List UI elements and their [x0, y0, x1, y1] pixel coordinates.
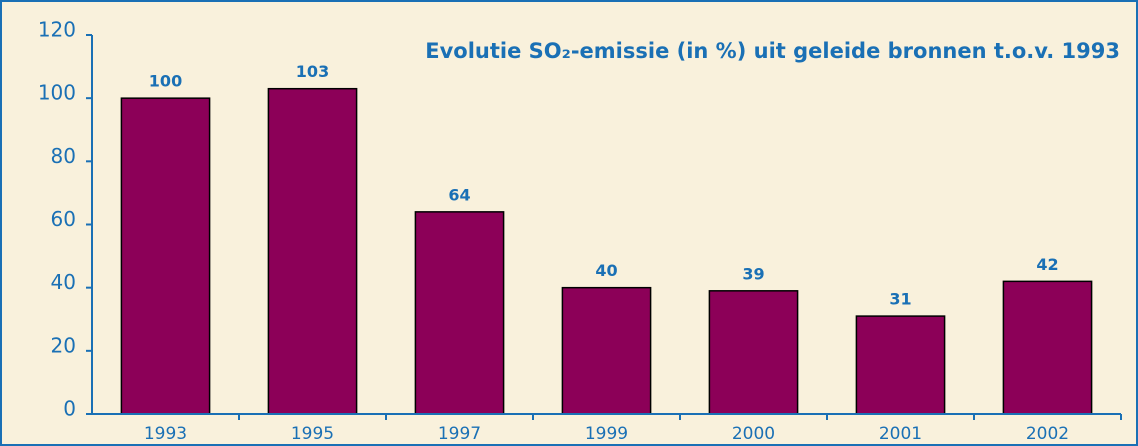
value-label: 40: [595, 261, 617, 280]
bar: [267, 87, 358, 415]
y-tick-label: 0: [63, 397, 76, 421]
x-tick-label: 2001: [879, 424, 922, 444]
bar: [414, 211, 505, 415]
value-label: 31: [889, 290, 911, 309]
bar: [708, 290, 799, 415]
bar: [120, 97, 211, 415]
chart-title: Evolutie SO₂-emissie (in %) uit geleide …: [425, 39, 1120, 63]
x-tick-label: 1993: [144, 424, 187, 444]
y-tick-label: 60: [51, 207, 76, 231]
bar: [855, 315, 946, 415]
x-tick-label: 1997: [438, 424, 481, 444]
y-tick-label: 120: [38, 18, 76, 42]
x-tick-label: 2002: [1026, 424, 1069, 444]
value-label: 100: [149, 72, 182, 91]
x-tick-label: 1995: [291, 424, 334, 444]
value-label: 64: [448, 185, 470, 204]
value-label: 39: [742, 264, 764, 283]
value-label: 103: [296, 62, 329, 81]
x-tick-label: 1999: [585, 424, 628, 444]
bar: [1002, 280, 1093, 415]
y-tick-label: 100: [38, 81, 76, 105]
y-tick-label: 40: [51, 270, 76, 294]
bar: [561, 286, 652, 415]
y-tick-label: 80: [51, 144, 76, 168]
x-tick-label: 2000: [732, 424, 775, 444]
value-label: 42: [1036, 255, 1058, 274]
y-tick-label: 20: [51, 333, 76, 357]
